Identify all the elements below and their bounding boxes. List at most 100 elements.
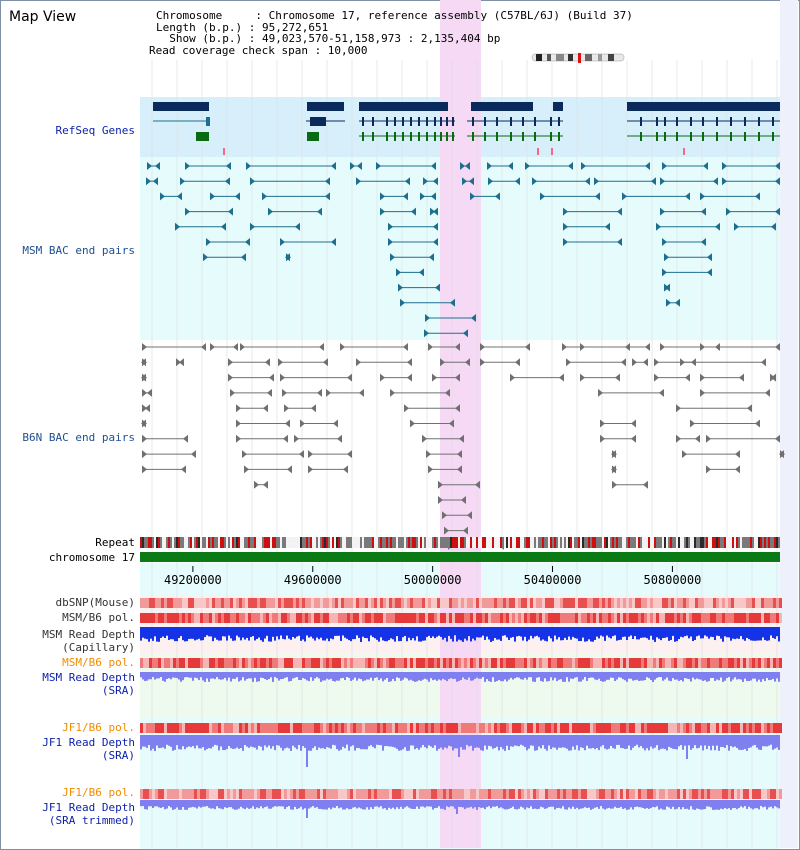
jf1-sra-depth-bar [736, 735, 738, 748]
msm-bac-label[interactable]: MSM BAC end pairs [22, 244, 135, 257]
msm-b6-pol-sra-stripe [152, 658, 155, 668]
b6n-bac-pair [426, 450, 431, 459]
jf1-b6-pol-trim-stripe [311, 789, 314, 799]
msm-b6-pol-stripe [644, 613, 647, 623]
msm-b6-pol-sra-stripe [227, 658, 230, 668]
chromosome-label[interactable]: chromosome 17 [48, 551, 135, 564]
repeat-bar [462, 537, 464, 548]
msm-bac-pair [734, 222, 739, 231]
jf1-trim-depth-bar [616, 800, 618, 808]
jf1-b6-pol-stripe [503, 723, 506, 733]
jf1-b6-pol-trim-stripe [446, 789, 449, 799]
msm-capillary-depth-bar [536, 627, 538, 636]
b6n-bac-pair [747, 404, 752, 413]
msm-sra-depth-bar [142, 672, 144, 680]
msm-capillary-depth-bar [644, 627, 646, 638]
msm-capillary-depth-bar [426, 627, 428, 638]
jf1-trim-depth-bar [756, 800, 758, 809]
msm-capillary-depth-bar [322, 627, 324, 641]
repeat-bar [470, 537, 472, 548]
jf1-sra-depth-bar [696, 735, 698, 749]
msm-bac-pair [656, 222, 661, 231]
msm-sra-depth-bar [534, 672, 536, 682]
jf1-trim-depth-bar [198, 800, 200, 807]
msm-b6-pol-stripe [500, 613, 503, 623]
b6n-bac-pair [695, 434, 700, 443]
repeat-bar [712, 537, 714, 548]
jf1-sra-depth-bar [596, 735, 598, 749]
repeat-bar [314, 537, 316, 548]
dbsnp-stripe [446, 598, 449, 608]
msm-bac-pair [433, 177, 438, 186]
jf1-b6-pol-stripe [596, 723, 599, 733]
msm-b6-pol-stripe [608, 613, 611, 623]
msm-bac-pair [707, 268, 712, 277]
jf1-b6-pol-stripe [188, 723, 191, 733]
msm-bac-pair [221, 222, 226, 231]
repeat-bar [380, 537, 382, 548]
jf1-read-depth-sra-label[interactable]: JF1 Read Depth [42, 736, 135, 749]
msm-capillary-depth-bar [354, 627, 356, 640]
msm-sra-depth-bar [482, 672, 484, 678]
dbsnp-stripe [470, 598, 473, 608]
msm-sra-depth-bar [254, 672, 256, 678]
jf1-trim-depth-bar [656, 800, 658, 807]
repeat-bar [664, 537, 666, 548]
msm-bac-pair [250, 222, 255, 231]
jf1-trim-depth-bar [192, 800, 194, 807]
dbsnp-stripe [524, 598, 527, 608]
msm-b6-pol-stripe [317, 613, 320, 623]
msm-b6-pol-sra-label[interactable]: MSM/B6 pol. [62, 656, 135, 669]
jf1-trim-depth-bar [654, 800, 656, 808]
jf1-b6-pol-stripe [488, 723, 491, 733]
dbsnp-label[interactable]: dbSNP(Mouse) [55, 596, 135, 609]
msm-b6-pol-sra-stripe [197, 658, 200, 668]
chromosome-ideogram[interactable] [530, 53, 626, 63]
msm-capillary-depth-bar [332, 627, 334, 640]
msm-b6-pol-sra-stripe [317, 658, 320, 668]
jf1-b6-pol-label[interactable]: JF1/B6 pol. [62, 721, 135, 734]
repeat-label[interactable]: Repeat [95, 536, 135, 549]
jf1-sra-depth-bar [464, 735, 466, 750]
msm-b6-pol-sra-stripe [278, 658, 281, 668]
msm-capillary-depth-bar [408, 627, 410, 638]
msm-read-depth-sra-label[interactable]: MSM Read Depth [42, 671, 135, 684]
jf1-b6-pol-stripe [428, 723, 431, 733]
dbsnp-stripe [392, 598, 395, 608]
msm-read-depth-capillary-label[interactable]: MSM Read Depth [42, 628, 135, 641]
repeat-bar [532, 537, 534, 548]
repeat-bar [538, 537, 540, 548]
msm-b6-pol-label[interactable]: MSM/B6 pol. [62, 611, 135, 624]
dbsnp-stripe [191, 598, 194, 608]
jf1-b6-pol-trim-label[interactable]: JF1/B6 pol. [62, 786, 135, 799]
jf1-trim-depth-bar [236, 800, 238, 810]
jf1-read-depth-trim-label[interactable]: JF1 Read Depth [42, 801, 135, 814]
msm-b6-pol-stripe [260, 613, 263, 623]
repeat-bar [252, 537, 254, 548]
jf1-trim-depth-bar [378, 800, 380, 808]
jf1-b6-pol-trim-stripe [527, 789, 530, 799]
msm-capillary-depth-bar [504, 627, 506, 636]
msm-sra-depth-bar [432, 672, 434, 681]
jf1-b6-pol-stripe [431, 723, 434, 733]
jf1-b6-pol-stripe [650, 723, 653, 733]
b6n-bac-label[interactable]: B6N BAC end pairs [22, 431, 135, 444]
jf1-sra-depth-bar [222, 735, 224, 751]
repeat-bar [584, 537, 586, 548]
repeat-bar [400, 537, 402, 548]
jf1-sra-depth-bar [400, 735, 402, 751]
msm-b6-pol-stripe [659, 613, 662, 623]
msm-sra-depth-bar [294, 672, 296, 678]
msm-sra-depth-bar [152, 672, 154, 678]
msm-b6-pol-sra-stripe [203, 658, 206, 668]
jf1-sra-depth-bar [374, 735, 376, 749]
b6n-bac-pair [141, 358, 146, 367]
jf1-trim-depth-bar [582, 800, 584, 809]
msm-b6-pol-sra-stripe [527, 658, 530, 668]
repeat-bar [140, 537, 142, 548]
repeat-bar [404, 537, 406, 548]
msm-b6-pol-sra-stripe [209, 658, 212, 668]
msm-b6-pol-stripe [239, 613, 242, 623]
refseq-label[interactable]: RefSeq Genes [55, 124, 135, 137]
